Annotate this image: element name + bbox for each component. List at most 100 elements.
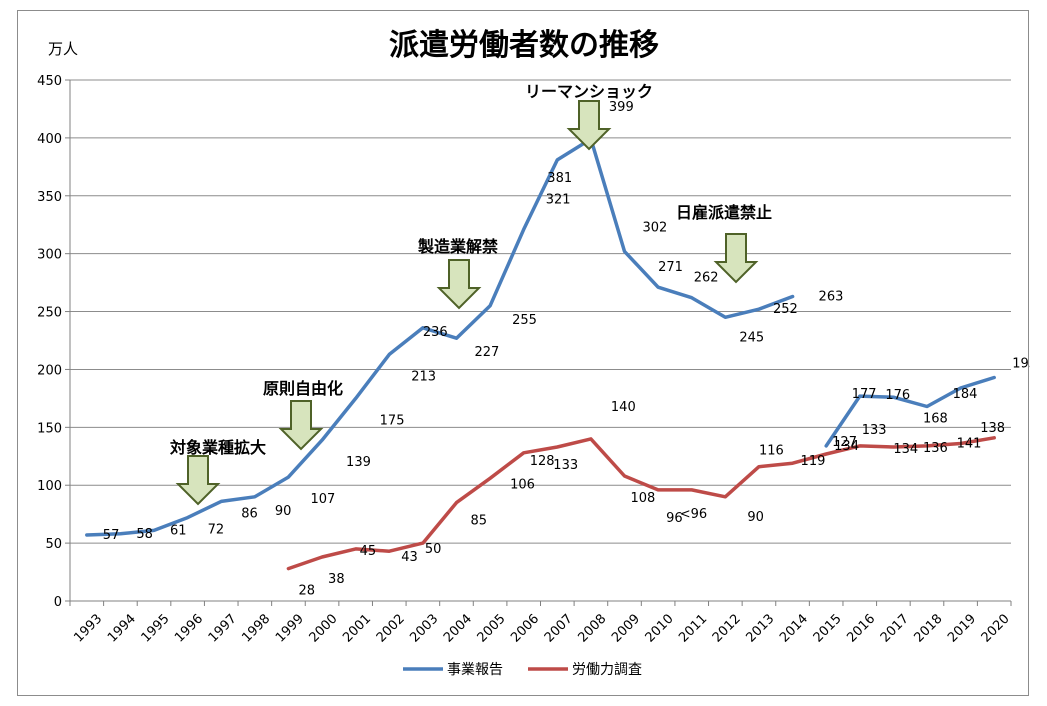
annotation-label: 対象業種拡大 — [169, 438, 266, 457]
data-label: 263 — [819, 290, 844, 305]
x-tick-label: 2010 — [643, 612, 677, 646]
y-tick-label: 400 — [37, 132, 62, 147]
x-tick-label: 1994 — [105, 612, 139, 646]
x-tick-label: 2015 — [811, 612, 845, 646]
down-arrow-icon — [566, 100, 612, 151]
data-label: 43 — [401, 550, 418, 565]
data-label: <96 — [680, 507, 707, 522]
x-tick-label: 1995 — [139, 612, 173, 646]
data-label: 139 — [346, 455, 371, 470]
y-tick-label: 300 — [37, 248, 62, 263]
down-arrow-icon — [436, 259, 482, 310]
data-label: 28 — [298, 584, 315, 599]
axes — [65, 79, 1012, 606]
x-tick-label: 2019 — [945, 612, 979, 646]
data-label: 58 — [136, 527, 153, 542]
gridlines — [70, 79, 1011, 544]
legend-label-1: 事業報告 — [447, 662, 503, 678]
y-tick-label: 0 — [54, 595, 62, 610]
data-label: 96 — [666, 511, 683, 526]
data-label: 184 — [953, 387, 978, 402]
x-tick-labels: 1993 1994 1995 1996 1997 1998 1999 2000 2001 2002… — [71, 612, 1012, 646]
annotation-label: リーマンショック — [525, 82, 653, 101]
data-label: 138 — [980, 421, 1005, 436]
x-tick-label: 2013 — [743, 612, 777, 646]
data-label: 255 — [512, 313, 537, 328]
x-tick-label: 1997 — [206, 612, 240, 646]
data-label: 106 — [510, 477, 535, 492]
annotation-label: 製造業解禁 — [417, 237, 498, 256]
x-tick-label: 1999 — [273, 612, 307, 646]
data-label: 136 — [923, 441, 948, 456]
data-label: 50 — [425, 542, 442, 557]
y-tick-labels: 0 50 100 150 200 250 300 350 400 450 — [37, 74, 62, 610]
data-label: 61 — [170, 523, 187, 538]
x-tick-label: 1993 — [71, 612, 105, 646]
y-axis-unit-label: 万人 — [48, 40, 78, 58]
x-tick-label: 2016 — [844, 612, 878, 646]
data-label: 213 — [411, 369, 436, 384]
data-label: 236 — [423, 325, 448, 340]
data-label: 321 — [546, 192, 571, 207]
line-chart: 派遣労働者数の推移 万人 0 50 100 150 2002 50 300 350 400 450… — [37, 28, 1030, 678]
data-label: 176 — [885, 388, 910, 403]
data-label: 193 — [1012, 357, 1030, 372]
series-line-1 — [824, 375, 996, 448]
data-label: 134 — [893, 442, 918, 457]
data-label: 119 — [801, 454, 826, 469]
data-label: 38 — [328, 572, 345, 587]
data-label: 57 — [103, 528, 120, 543]
data-label: 227 — [474, 345, 499, 360]
y-tick-label: 350 — [37, 190, 62, 205]
data-label: 116 — [759, 444, 784, 459]
series-lines — [85, 137, 996, 571]
x-tick-label: 2000 — [307, 612, 341, 646]
y-tick-label: 450 — [37, 74, 62, 89]
y-tick-label: 50 — [45, 537, 62, 552]
data-label: 177 — [852, 387, 877, 402]
down-arrow-icon — [713, 233, 759, 284]
data-label: 72 — [208, 523, 225, 538]
chart-frame: 派遣労働者数の推移 万人 0 50 100 150 200 2 50 300 350 400 450… — [17, 10, 1030, 696]
data-label: 302 — [643, 220, 668, 235]
data-label: 399 — [609, 100, 634, 115]
x-tick-label: 2009 — [609, 612, 643, 646]
data-label: 262 — [694, 271, 719, 286]
x-tick-label: 2007 — [542, 612, 576, 646]
y-tick-label: 200 — [37, 363, 62, 378]
annotation-label: 原則自由化 — [263, 379, 343, 398]
data-label: 85 — [470, 514, 487, 529]
data-label: 108 — [631, 491, 656, 506]
data-label: 134 — [834, 439, 859, 454]
data-label: 381 — [547, 171, 572, 186]
data-label: 245 — [739, 330, 764, 345]
y-tick-label: 100 — [37, 479, 62, 494]
y-tick-label: 150 — [37, 421, 62, 436]
chart-title: 派遣労働者数の推移 — [389, 28, 659, 63]
legend-label-2: 労働力調査 — [572, 662, 642, 678]
data-label: 90 — [747, 510, 764, 525]
x-tick-label: 2018 — [912, 612, 946, 646]
series-line-2 — [286, 436, 996, 571]
x-tick-label: 2006 — [508, 612, 542, 646]
x-tick-label: 2020 — [979, 612, 1013, 646]
data-label: 168 — [923, 411, 948, 426]
data-label: 133 — [553, 458, 578, 473]
data-label: 252 — [773, 302, 798, 317]
data-label: 271 — [658, 260, 683, 275]
series-line-1 — [85, 137, 795, 537]
x-tick-label: 2003 — [407, 612, 441, 646]
data-label: 175 — [380, 413, 405, 428]
data-label: 140 — [611, 400, 636, 415]
x-tick-label: 2008 — [575, 612, 609, 646]
x-tick-label: 1998 — [239, 612, 273, 646]
data-label: 86 — [241, 506, 258, 521]
x-tick-label: 2014 — [777, 612, 811, 646]
down-arrow-icon — [175, 455, 221, 506]
data-label: 90 — [275, 504, 292, 519]
legend: 事業報告 労働力調査 — [403, 662, 642, 678]
x-tick-label: 2012 — [710, 612, 744, 646]
x-tick-label: 2002 — [374, 612, 408, 646]
